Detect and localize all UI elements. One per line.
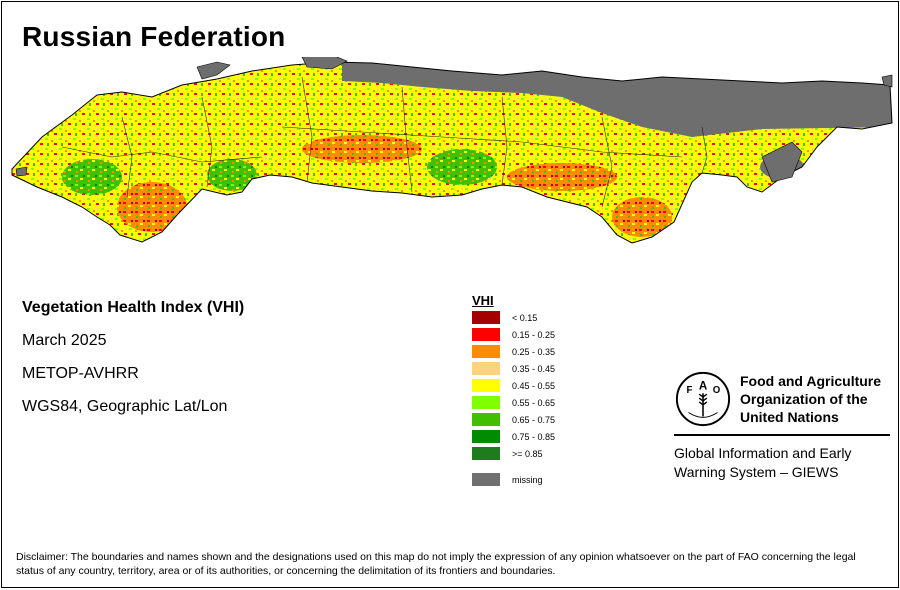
period: March 2025	[22, 332, 107, 349]
legend-swatch	[472, 447, 500, 460]
map-title: Russian Federation	[22, 21, 286, 52]
legend-label: 0.55 - 0.65	[512, 397, 556, 408]
legend-label: 0.25 - 0.35	[512, 346, 556, 357]
legend-swatch	[472, 413, 500, 426]
giews-line: Global Information and Early	[674, 445, 852, 461]
divider	[674, 434, 890, 436]
legend-label: 0.35 - 0.45	[512, 363, 556, 374]
legend-swatch	[472, 362, 500, 375]
legend-item: 0.25 - 0.35	[472, 343, 555, 360]
giews-line: Warning System – GIEWS	[674, 464, 839, 480]
legend-item: 0.15 - 0.25	[472, 326, 555, 343]
legend-label: missing	[512, 474, 543, 485]
svg-text:F: F	[687, 385, 693, 396]
legend-item-missing: missing	[472, 471, 555, 488]
legend-swatch	[472, 345, 500, 358]
map-metadata: Vegetation Health Index (VHI) March 2025…	[22, 296, 244, 428]
fao-org-line: United Nations	[740, 409, 839, 425]
index-name: Vegetation Health Index (VHI)	[22, 299, 245, 316]
legend-label: 0.15 - 0.25	[512, 329, 556, 340]
legend-label: >= 0.85	[512, 448, 543, 459]
legend-swatch	[472, 311, 500, 324]
legend-item: 0.45 - 0.55	[472, 377, 555, 394]
fao-emblem-icon: A F O	[675, 371, 731, 427]
legend-item: 0.75 - 0.85	[472, 428, 555, 445]
disclaimer: Disclaimer: The boundaries and names sho…	[16, 551, 856, 577]
legend-swatch	[472, 396, 500, 409]
svg-text:O: O	[713, 385, 721, 396]
fao-giews-logo: A F O Food and Agriculture Organization …	[674, 370, 890, 482]
legend-label: 0.45 - 0.55	[512, 380, 556, 391]
legend-title: VHI	[472, 293, 494, 308]
legend-item: >= 0.85	[472, 445, 555, 462]
projection: WGS84, Geographic Lat/Lon	[22, 398, 228, 415]
fao-org-line: Food and Agriculture	[740, 373, 882, 389]
legend-item: < 0.15	[472, 309, 555, 326]
legend-item: 0.55 - 0.65	[472, 394, 555, 411]
legend-swatch	[472, 430, 500, 443]
legend-swatch	[472, 473, 500, 486]
legend-label: 0.65 - 0.75	[512, 414, 556, 425]
legend-swatch	[472, 379, 500, 392]
legend-swatch	[472, 328, 500, 341]
legend-label: < 0.15	[512, 312, 538, 323]
legend-item: 0.35 - 0.45	[472, 360, 555, 377]
legend-item: 0.65 - 0.75	[472, 411, 555, 428]
legend: VHI < 0.15 0.15 - 0.25 0.25 - 0.35 0.35 …	[472, 293, 555, 488]
giews-name: Global Information and Early Warning Sys…	[674, 444, 890, 482]
sensor: METOP-AVHRR	[22, 365, 139, 382]
legend-label: 0.75 - 0.85	[512, 431, 556, 442]
fao-org-name: Food and Agriculture Organization of the…	[740, 372, 881, 426]
svg-text:A: A	[699, 379, 708, 392]
vhi-map	[11, 57, 893, 244]
fao-org-line: Organization of the	[740, 391, 868, 407]
